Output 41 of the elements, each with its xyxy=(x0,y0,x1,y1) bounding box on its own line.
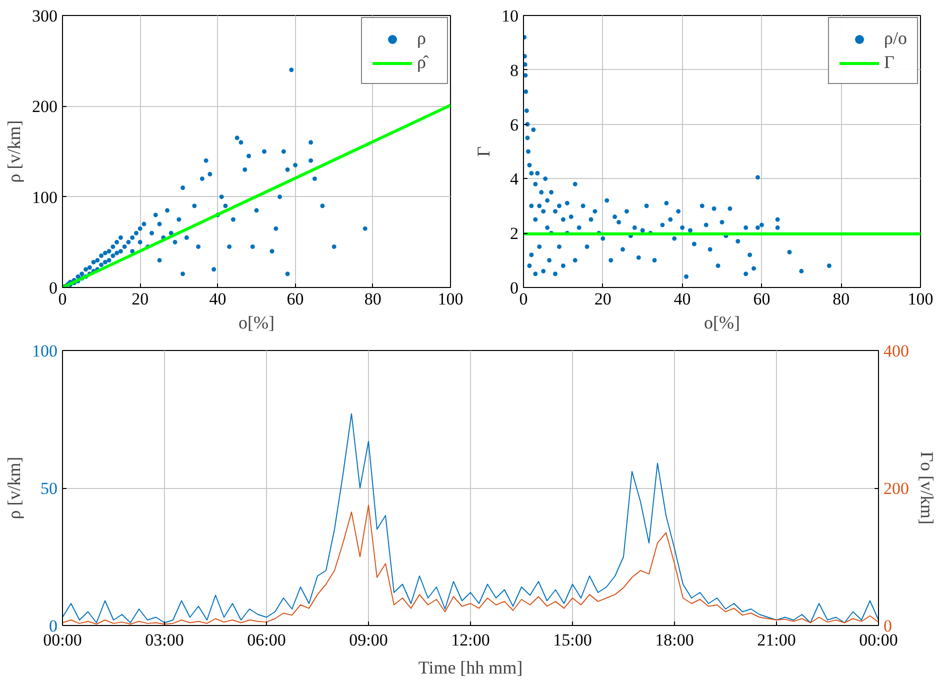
y-tick-label: 2 xyxy=(510,224,518,244)
x-tick-label: 06:00 xyxy=(247,630,286,650)
x-tick-label: 60 xyxy=(286,290,304,308)
y-tick-label: 300 xyxy=(32,6,58,26)
x-tick-label: 15:00 xyxy=(553,630,592,650)
y2-tick-label: 200 xyxy=(884,479,909,498)
y-axis-title: ρ [v/km] xyxy=(4,456,24,520)
x-tick-label: 60 xyxy=(753,290,770,308)
x-axis-title: o[%] xyxy=(238,312,274,332)
x-tick-label: 100 xyxy=(908,290,934,308)
y-tick-label: 50 xyxy=(40,479,58,498)
legend-label: ρ̂ xyxy=(417,52,430,73)
x-tick-label: 18:00 xyxy=(655,630,694,650)
y-tick-label: 10 xyxy=(502,6,518,26)
x-axis-title: Time [hh mm] xyxy=(418,658,523,678)
y-tick-label: 100 xyxy=(32,188,58,207)
y-tick-label: 100 xyxy=(32,342,58,360)
legend-label: ρ/o xyxy=(884,28,907,49)
x-tick-label: 12:00 xyxy=(451,630,490,650)
x-tick-label: 80 xyxy=(364,290,382,308)
legend-label: ρ xyxy=(417,28,427,49)
y-tick-label: 6 xyxy=(510,115,518,134)
x-tick-label: 40 xyxy=(209,290,226,308)
legend-label: Γ xyxy=(884,52,896,73)
x-tick-label: 09:00 xyxy=(349,630,388,650)
x-tick-label: 80 xyxy=(832,290,850,308)
y-tick-label: 200 xyxy=(32,97,58,116)
x-tick-label: 20 xyxy=(594,290,612,308)
y-tick-label: 4 xyxy=(510,170,519,189)
x-tick-label: 21:00 xyxy=(757,630,796,650)
line-series xyxy=(62,413,878,624)
x-tick-label: 20 xyxy=(132,290,149,308)
x-tick-label: 100 xyxy=(438,290,464,308)
x-tick-label: 40 xyxy=(674,290,691,308)
y-axis-title: ρ [v/km] xyxy=(4,120,24,183)
x-axis-title: o[%] xyxy=(704,312,740,332)
x-tick-label: 03:00 xyxy=(145,630,184,650)
y2-axis-title: Γo [v/km] xyxy=(917,452,937,524)
y-tick-label: 8 xyxy=(510,60,518,80)
y-axis-title: Γ xyxy=(474,146,494,157)
y2-tick-label: 400 xyxy=(884,342,909,360)
